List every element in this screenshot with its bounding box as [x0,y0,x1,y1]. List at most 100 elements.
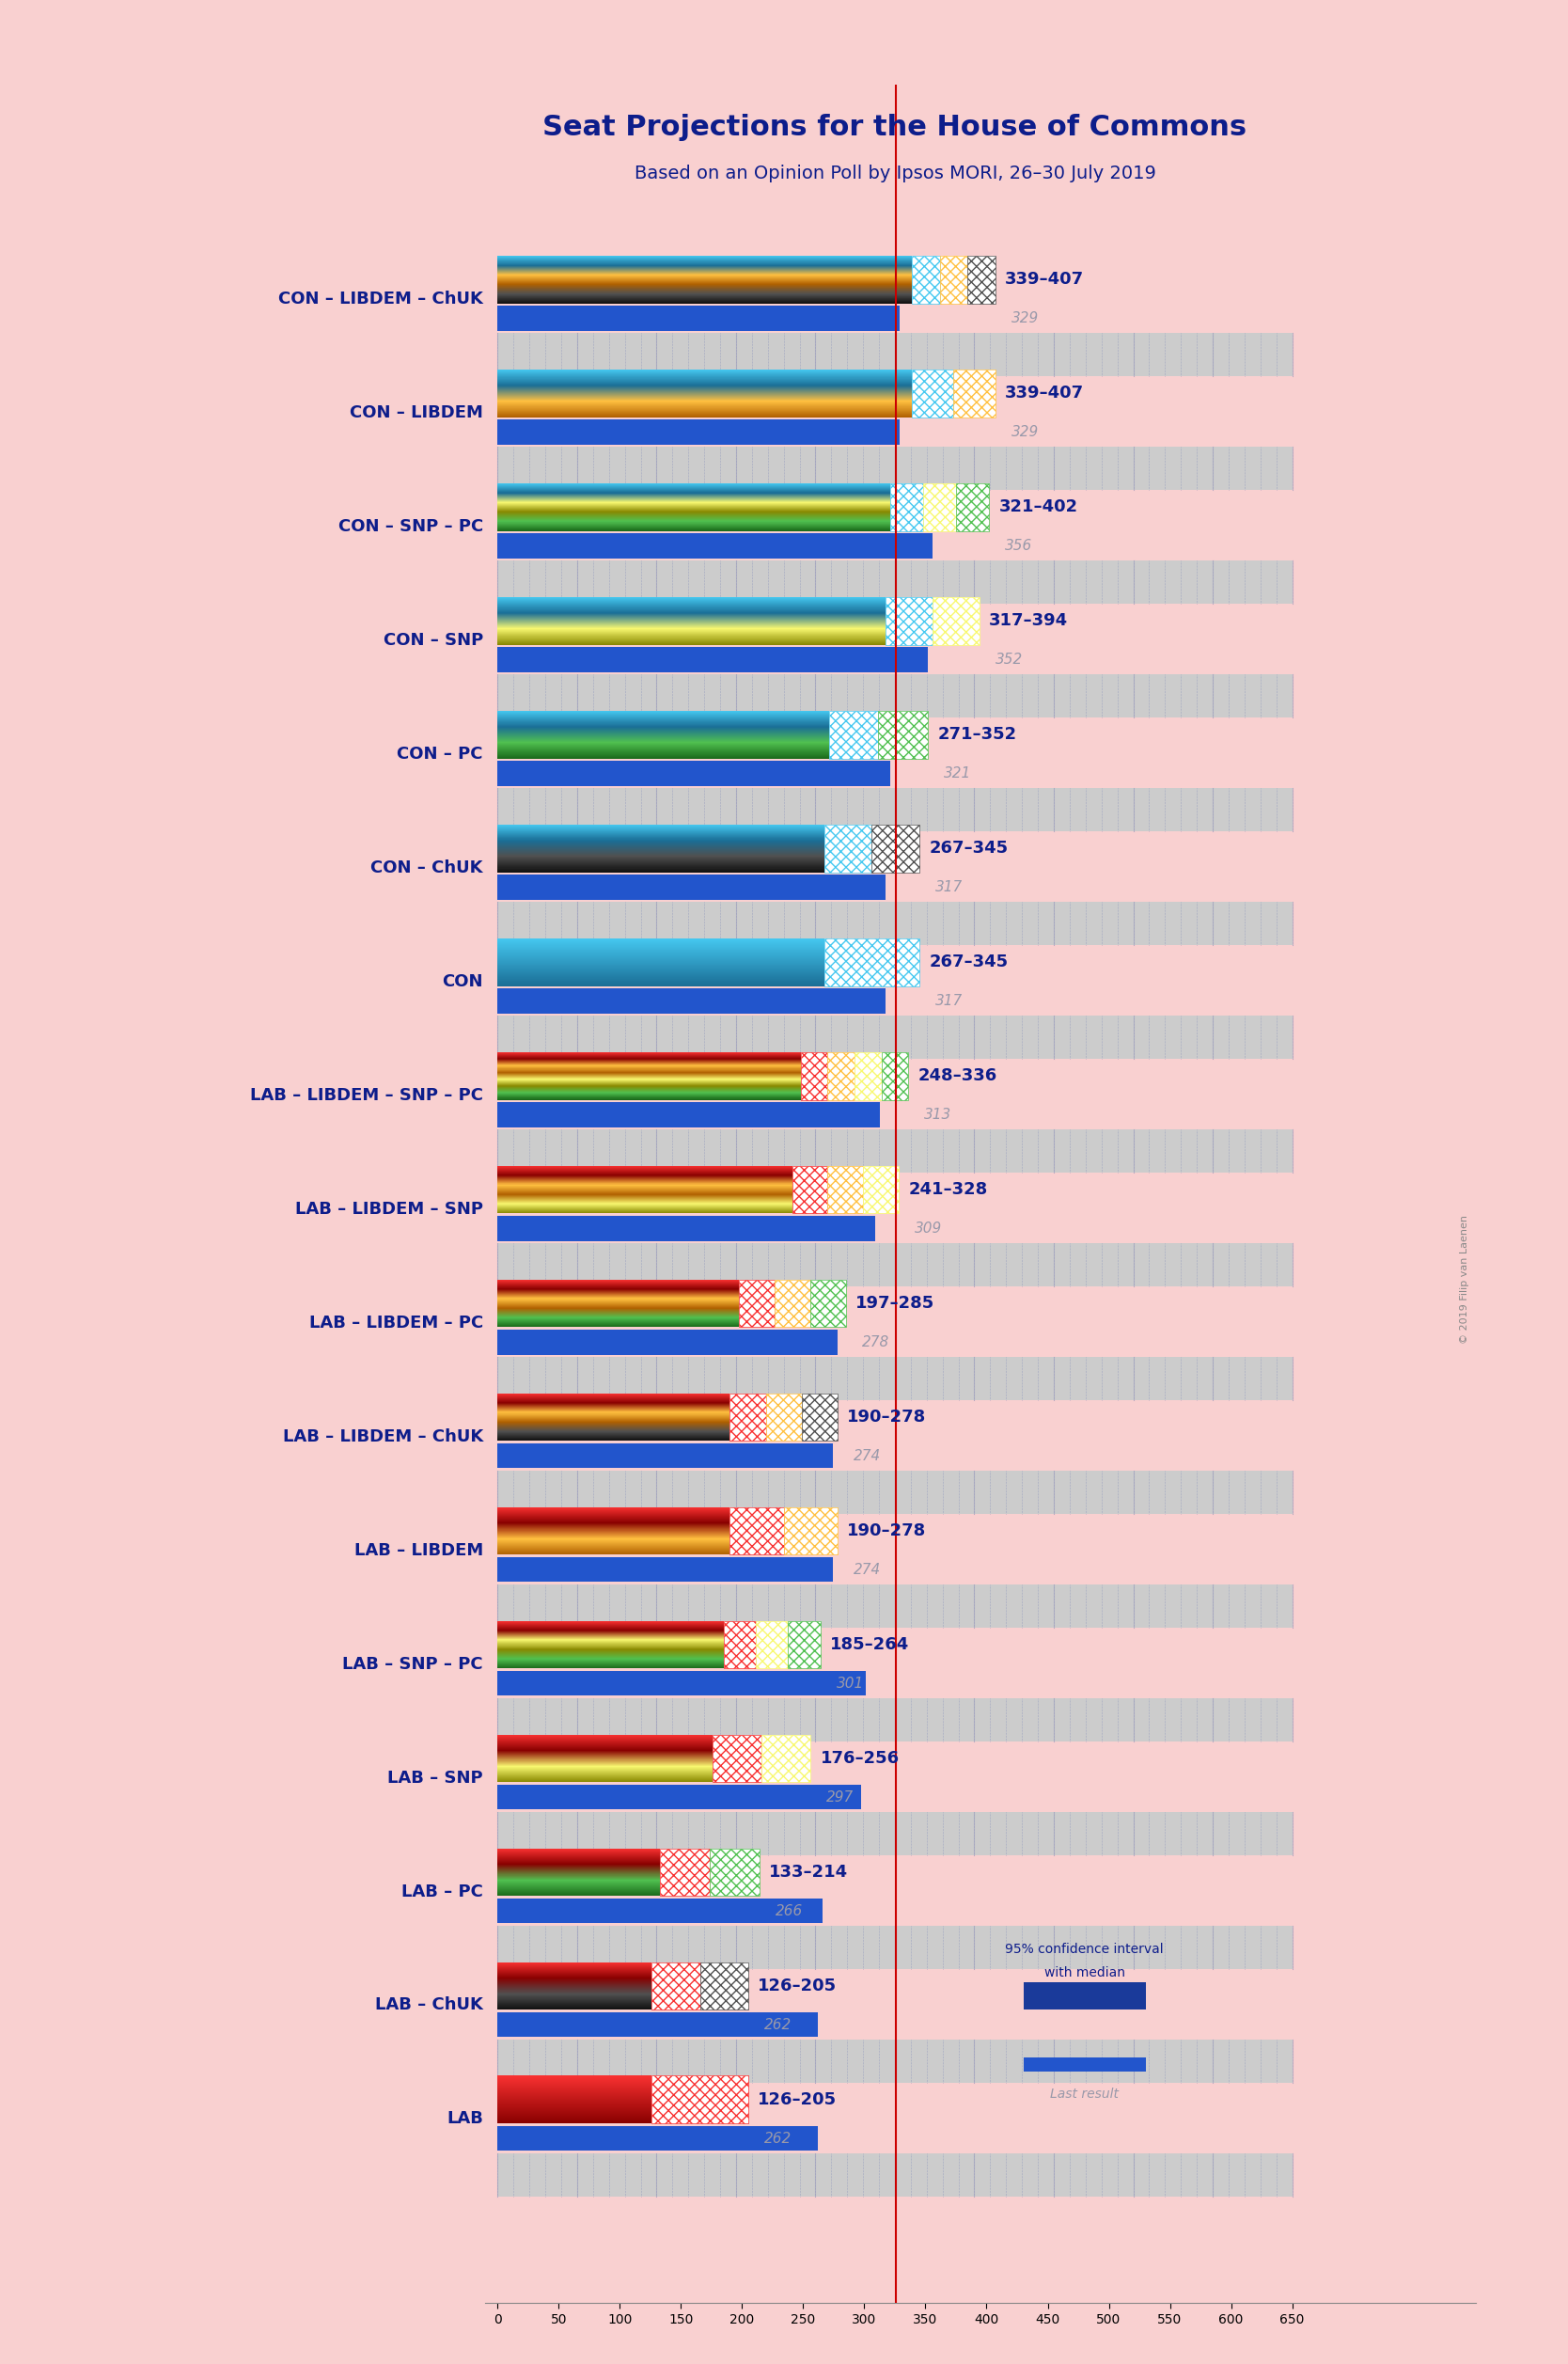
Text: 317–394: 317–394 [989,612,1068,629]
Bar [878,712,928,759]
Bar [729,1392,765,1442]
Bar [775,1279,811,1326]
Bar [784,1506,837,1556]
Text: 339–407: 339–407 [1005,385,1083,402]
Bar [825,939,919,986]
Bar [497,1130,1292,1173]
Text: CON – SNP: CON – SNP [383,631,483,648]
Bar [497,1357,1292,1399]
Bar [497,787,1292,832]
Bar [497,305,900,331]
Text: 271–352: 271–352 [938,726,1016,742]
Bar [729,1506,784,1556]
Bar [497,333,1292,376]
Bar [825,825,872,872]
Text: 185–264: 185–264 [829,1636,909,1652]
Text: LAB – SNP – PC: LAB – SNP – PC [342,1655,483,1671]
Text: 329: 329 [1011,426,1038,440]
Bar [862,1165,898,1213]
Bar [872,825,919,872]
Bar [967,255,996,303]
Bar [713,1735,762,1782]
Bar [497,875,884,901]
Text: LAB – LIBDEM – SNP: LAB – LIBDEM – SNP [295,1201,483,1217]
Text: Seat Projections for the House of Commons: Seat Projections for the House of Common… [543,113,1247,142]
Bar [497,901,1292,946]
Bar [497,1811,1292,1856]
Text: 241–328: 241–328 [908,1182,988,1199]
Bar [939,255,967,303]
Bar [913,369,953,416]
Bar [497,560,1292,603]
Bar [652,1962,699,2009]
Bar [956,482,989,532]
Text: 301: 301 [836,1676,864,1690]
Bar [811,1279,847,1326]
Text: Based on an Opinion Poll by Ipsos MORI, 26–30 July 2019: Based on an Opinion Poll by Ipsos MORI, … [633,165,1156,182]
Text: CON: CON [442,974,483,991]
Text: © 2019 Filip van Laenen: © 2019 Filip van Laenen [1460,1215,1469,1343]
Bar [497,648,928,671]
Bar [497,1898,823,1924]
Text: 126–205: 126–205 [757,1976,837,1995]
Bar [829,712,878,759]
Bar [884,598,933,645]
Bar [801,1052,828,1099]
Bar [881,1052,908,1099]
Bar [652,1962,699,2009]
Bar [497,988,884,1014]
Text: 321: 321 [944,766,971,780]
Bar [855,1052,881,1099]
Bar [497,418,900,444]
Bar [913,255,939,303]
Bar [953,369,996,416]
Bar [724,1622,756,1669]
Bar [789,1622,820,1669]
Text: 262: 262 [764,2016,792,2031]
Bar [497,2012,818,2038]
Text: 317: 317 [935,993,963,1007]
Bar [756,1622,789,1669]
Text: 274: 274 [853,1449,881,1463]
Text: 266: 266 [775,1903,803,1917]
Text: LAB – LIBDEM – SNP – PC: LAB – LIBDEM – SNP – PC [249,1087,483,1104]
Bar [924,482,956,532]
Bar [789,1622,820,1669]
Bar [660,1849,710,1896]
Bar [933,598,980,645]
Text: 126–205: 126–205 [757,2092,837,2109]
Bar [872,825,919,872]
Bar [497,1671,866,1695]
Bar [762,1735,811,1782]
Text: 329: 329 [1011,312,1038,326]
Bar [811,1279,847,1326]
Bar [913,369,953,416]
Bar [801,1052,828,1099]
Text: 339–407: 339–407 [1005,272,1083,288]
Text: 297: 297 [826,1790,855,1804]
Bar [855,1052,881,1099]
Bar [828,1165,862,1213]
Text: Last result: Last result [1051,2087,1118,2099]
Bar [953,369,996,416]
Bar [497,1243,1292,1286]
Bar [967,255,996,303]
Bar [497,1558,833,1582]
Bar [497,1444,833,1468]
Bar [1024,2057,1146,2071]
Bar [765,1392,801,1442]
Bar [699,1962,748,2009]
Bar [828,1052,855,1099]
Bar [828,1165,862,1213]
Bar [497,2125,818,2151]
Bar [775,1279,811,1326]
Text: CON – ChUK: CON – ChUK [370,858,483,877]
Bar [497,1102,880,1128]
Text: LAB – LIBDEM: LAB – LIBDEM [354,1541,483,1558]
Text: LAB: LAB [447,2111,483,2128]
Bar [739,1279,775,1326]
Text: CON – LIBDEM – ChUK: CON – LIBDEM – ChUK [278,291,483,307]
Bar [497,674,1292,719]
Text: LAB – LIBDEM – PC: LAB – LIBDEM – PC [309,1314,483,1331]
Bar [652,2076,748,2123]
